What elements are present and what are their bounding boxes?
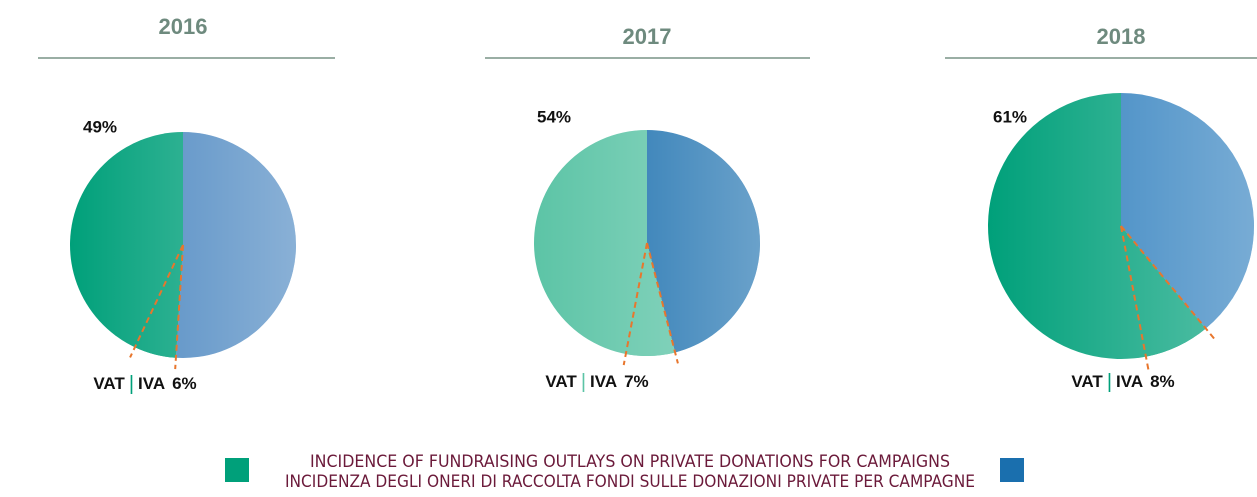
vat-leader xyxy=(174,244,184,370)
iva-text: IVA xyxy=(590,372,617,391)
vat-leader xyxy=(646,242,679,364)
vat-separator: | xyxy=(129,373,134,395)
vat-separator: | xyxy=(581,371,586,393)
vat-leader xyxy=(1120,225,1216,340)
vat-value: 6% xyxy=(172,374,197,393)
pie-value-label: 61% xyxy=(993,107,1027,126)
iva-text: IVA xyxy=(138,374,165,393)
pie-value-label: 49% xyxy=(83,117,117,136)
pie-title: 2017 xyxy=(623,24,672,49)
legend-swatch xyxy=(1000,458,1024,482)
pie-title: 2018 xyxy=(1097,24,1146,49)
legend-swatch xyxy=(225,458,249,482)
vat-value: 8% xyxy=(1150,372,1175,391)
legend-text: INCIDENZA DEGLI ONERI DI RACCOLTA FONDI … xyxy=(285,472,975,492)
legend-text: INCIDENCE OF FUNDRAISING OUTLAYS ON PRIV… xyxy=(310,452,950,472)
vat-label: VAT | IVA 8% xyxy=(1071,371,1174,393)
vat-text: VAT xyxy=(93,374,125,393)
vat-leader xyxy=(1120,225,1150,370)
vat-text: VAT xyxy=(545,372,577,391)
vat-text: VAT xyxy=(1071,372,1103,391)
vat-leader xyxy=(129,244,184,358)
vat-value: 7% xyxy=(624,372,649,391)
iva-text: IVA xyxy=(1116,372,1143,391)
vat-label: VAT | IVA 7% xyxy=(545,371,648,393)
pie-title: 2016 xyxy=(159,14,208,39)
pie-value-label: 54% xyxy=(537,107,571,126)
vat-leader xyxy=(622,242,648,366)
vat-label: VAT | IVA 6% xyxy=(93,373,196,395)
vat-separator: | xyxy=(1107,371,1112,393)
